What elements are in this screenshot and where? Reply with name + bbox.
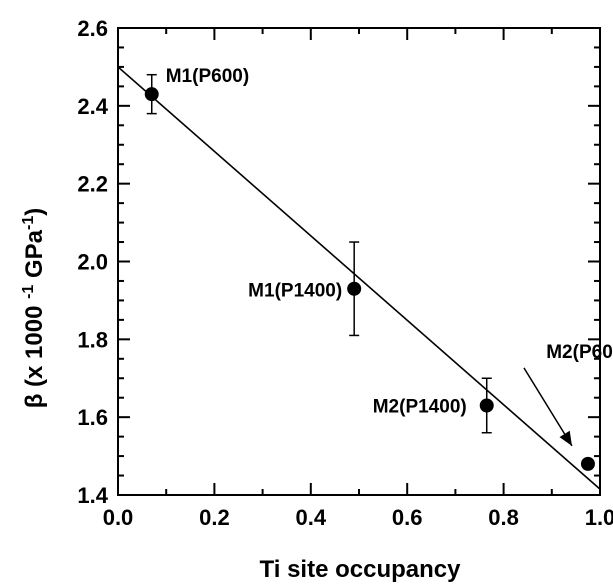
fit-line [117, 66, 601, 490]
y-tick-label: 1.8 [77, 327, 108, 352]
data-point [347, 281, 362, 296]
point-label: M1(P600) [166, 66, 249, 87]
point-label: M2(P1400) [373, 396, 467, 417]
y-tick-label: 1.4 [77, 483, 108, 508]
x-tick-label: 0.4 [296, 505, 327, 530]
y-tick-label: 2.2 [77, 172, 108, 197]
x-axis-title: Ti site occupancy [260, 556, 462, 583]
point-label: M1(P1400) [248, 281, 342, 302]
label-arrow [523, 367, 573, 447]
data-point [479, 398, 494, 413]
point-label: M2(P600) [546, 342, 613, 363]
y-axis-title: β (x 1000 -1 GPa-1) [20, 208, 48, 409]
x-tick-label: 0.6 [392, 505, 423, 530]
y-tick-label: 2.6 [77, 16, 108, 41]
x-tick-label: 0.0 [103, 505, 134, 530]
data-point [144, 87, 159, 102]
data-point [580, 456, 595, 471]
x-tick-label: 1.0 [585, 505, 613, 530]
x-tick-label: 0.8 [488, 505, 519, 530]
y-tick-label: 1.6 [77, 405, 108, 430]
y-tick-label: 2.0 [77, 250, 108, 275]
x-tick-label: 0.2 [199, 505, 230, 530]
y-tick-label: 2.4 [77, 94, 108, 119]
arrow-head [559, 430, 572, 446]
